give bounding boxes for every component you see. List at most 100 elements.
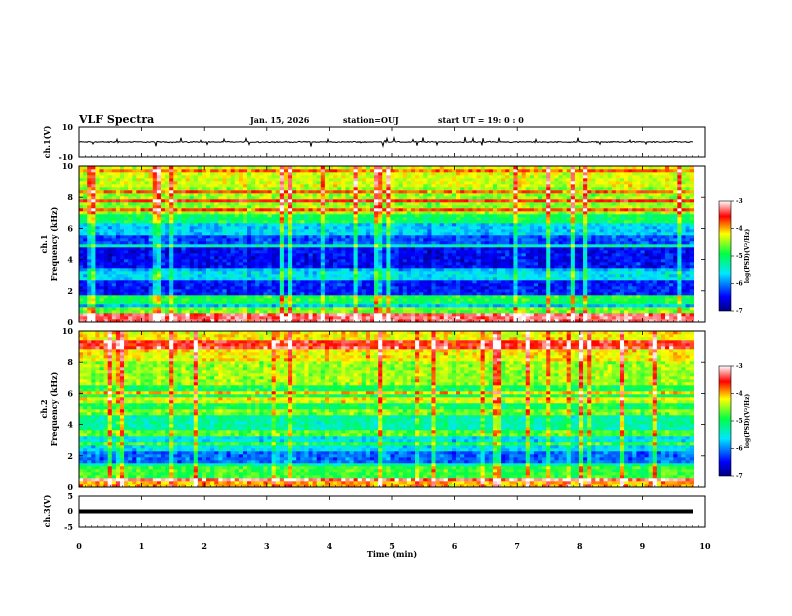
spectrogram-cell (230, 304, 236, 308)
spectrogram-cell (525, 295, 531, 299)
spectrogram-cell (181, 304, 186, 308)
spectrogram-cell (583, 250, 588, 254)
spectrogram-cell (574, 304, 580, 308)
spectrogram-cell (251, 295, 256, 299)
spectrogram-cell (140, 235, 145, 239)
spectrogram-cell (665, 238, 670, 242)
spectrogram-cell (435, 304, 440, 308)
spectrogram-cell (685, 295, 690, 299)
spectrogram-cell (624, 283, 629, 287)
spectrogram-cell (447, 292, 453, 296)
spectrogram-cell (439, 235, 445, 239)
spectrogram-cell (320, 304, 326, 308)
spectrogram-cell (275, 274, 281, 278)
spectrogram-cell (226, 271, 231, 275)
spectrogram-cell (242, 283, 248, 287)
spectrogram-cell (193, 316, 199, 320)
spectrogram-cell (521, 286, 527, 290)
spectrogram-cell (525, 280, 531, 284)
spectrogram-cell (439, 241, 445, 245)
spectrogram-cell (619, 289, 625, 293)
spectrogram-cell (378, 238, 383, 242)
spectrogram-cell (484, 226, 490, 230)
spectrogram-cell (140, 223, 145, 227)
spectrogram-cell (263, 256, 268, 260)
spectrogram-cell (665, 226, 670, 230)
spectrogram-cell (234, 268, 240, 272)
spectrogram-cell (107, 280, 113, 284)
spectrogram-cell (587, 226, 592, 230)
spectrogram-cell (611, 286, 617, 290)
spectrogram-cell (230, 286, 236, 290)
spectrogram-cell (247, 223, 252, 227)
spectrogram-cell (665, 283, 670, 287)
spectrogram-cell (615, 286, 621, 290)
spectrogram-cell (99, 241, 104, 245)
spectrogram-cell (476, 265, 481, 269)
spectrogram-cell (197, 283, 203, 287)
spectrogram-cell (124, 280, 129, 284)
spectrogram-cell (234, 256, 240, 260)
spectrogram-cell (595, 286, 600, 290)
spectrogram-cell (83, 277, 88, 281)
spectrogram-cell (79, 298, 84, 302)
spectrogram-cell (476, 259, 481, 263)
spectrogram-cell (165, 283, 170, 287)
spectrogram-cell (124, 229, 129, 233)
spectrogram-cell (296, 307, 301, 311)
spectrogram-cell (283, 265, 289, 269)
spectrogram-cell (583, 289, 588, 293)
spectrogram-cell (648, 319, 654, 323)
spectrogram-cell (591, 259, 596, 263)
spectrogram-cell (476, 253, 481, 257)
spectrogram-cell (583, 283, 588, 287)
spectrogram-cell (349, 319, 354, 323)
spectrogram-cell (488, 259, 494, 263)
spectrogram-cell (87, 220, 92, 224)
spectrogram-cell (119, 262, 125, 266)
spectrogram-cell (464, 310, 469, 314)
spectrogram-cell (214, 256, 219, 260)
spectrogram-cell (111, 283, 117, 287)
spectrogram-cell (509, 262, 514, 266)
spectrogram-cell (87, 250, 92, 254)
spectrogram-cell (644, 235, 649, 239)
spectrogram-cell (119, 250, 125, 254)
spectrogram-cell (210, 265, 215, 269)
spectrogram-cell (484, 253, 490, 257)
spectrogram-cell (648, 274, 654, 278)
spectrogram-cell (95, 232, 100, 236)
spectrogram-cell (353, 232, 358, 236)
spectrogram-cell (333, 277, 338, 281)
spectrogram-cell (214, 241, 219, 245)
spectrogram-cell (607, 241, 613, 245)
spectrogram-cell (247, 304, 252, 308)
spectrogram-cell (328, 295, 334, 299)
spectrogram-cell (328, 277, 334, 281)
spectrogram-cell (259, 235, 264, 239)
spectrogram-cell (189, 283, 195, 287)
spectrogram-cell (423, 271, 428, 275)
spectrogram-cell (361, 253, 367, 257)
spectrogram-cell (169, 298, 174, 302)
spectrogram-cell (382, 280, 387, 284)
spectrogram-cell (206, 229, 211, 233)
spectrogram-cell (341, 238, 346, 242)
spectrogram-cell (423, 235, 428, 239)
spectrogram-cell (460, 280, 465, 284)
spectrogram-cell (99, 268, 104, 272)
spectrogram-cell (517, 319, 522, 323)
spectrogram-cell (652, 241, 658, 245)
spectrogram-cell (197, 259, 203, 263)
spectrogram-cell (316, 247, 322, 251)
spectrogram-cell (542, 250, 547, 254)
spectrogram-cell (558, 316, 563, 320)
spectrogram-cell (509, 283, 514, 287)
spectrogram-cell (263, 280, 268, 284)
spectrogram-cell (521, 277, 527, 281)
spectrogram-cell (628, 229, 633, 233)
spectrogram-cell (542, 247, 547, 251)
spectrogram-cell (660, 310, 666, 314)
spectrogram-cell (316, 223, 322, 227)
spectrogram-cell (488, 235, 494, 239)
